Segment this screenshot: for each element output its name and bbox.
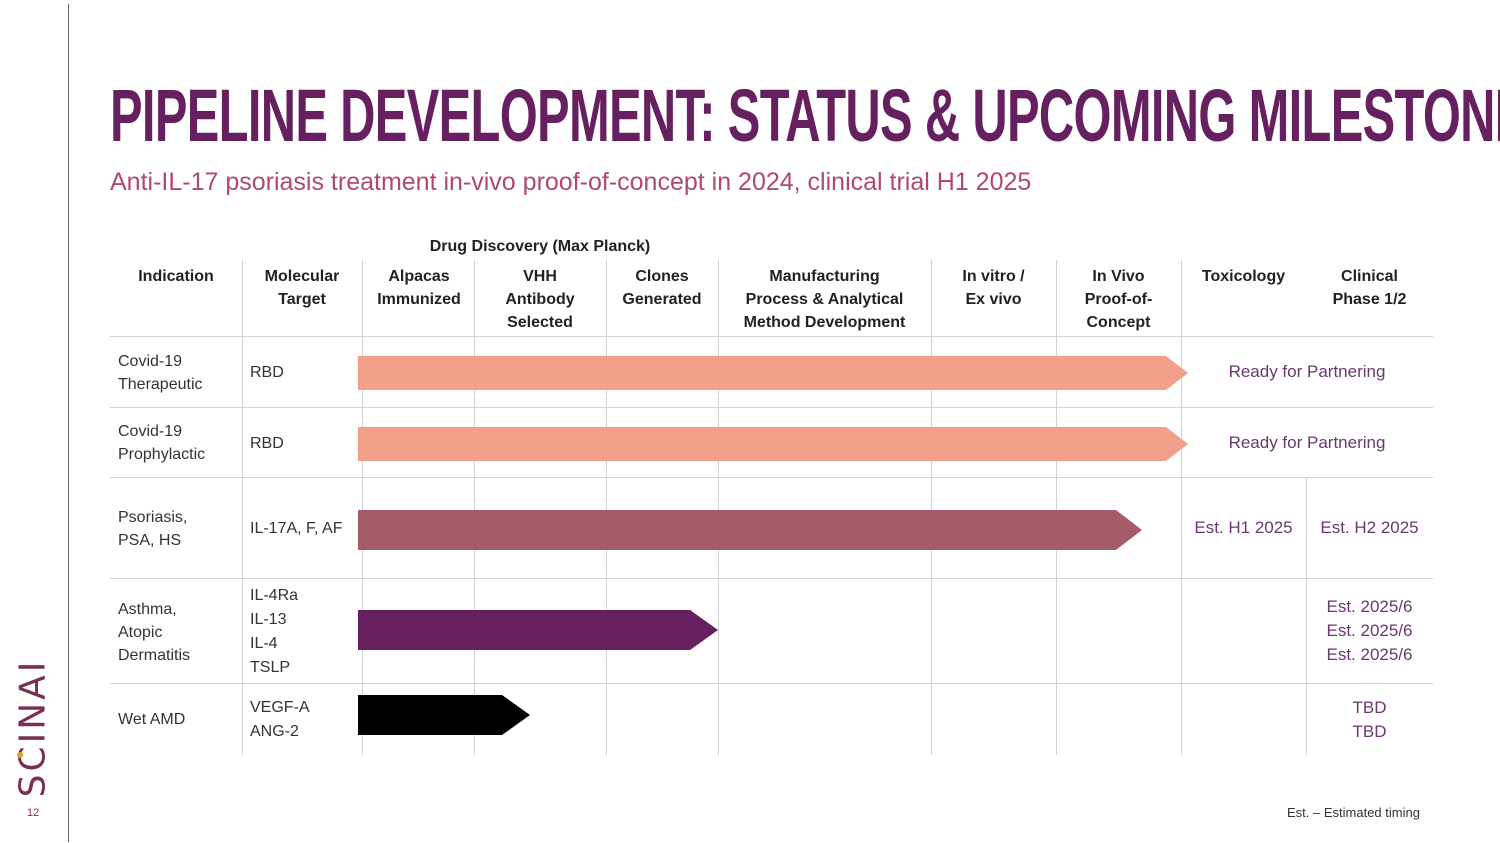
scinai-logo: SCINAI: [13, 658, 54, 797]
footnote: Est. – Estimated timing: [1287, 805, 1420, 820]
logo-text: SCINAI: [12, 658, 54, 797]
row-1-indication: Covid-19 Therapeutic: [118, 353, 203, 393]
page-title: PIPELINE DEVELOPMENT: STATUS & UPCOMING …: [110, 74, 1500, 157]
row-2-target: RBD: [250, 435, 284, 452]
page-subtitle: Anti-IL-17 psoriasis treatment in-vivo p…: [110, 168, 1032, 196]
column-header-clones-generated: Clones Generated: [622, 268, 702, 308]
row-1-target: RBD: [250, 364, 284, 381]
column-header-vhh-antibody: VHH Antibody Selected: [505, 268, 575, 331]
row-3-target: IL-17A, F, AF: [250, 520, 343, 537]
column-header-molecular-target: Molecular Target: [264, 268, 340, 308]
row-5-indication: Wet AMD: [118, 711, 186, 728]
row-2-indication: Covid-19 Prophylactic: [118, 423, 206, 463]
row-5-target: VEGF-A ANG-2: [250, 699, 310, 740]
row-3-indication: Psoriasis, PSA, HS: [118, 509, 188, 549]
column-header-indication: Indication: [138, 268, 214, 285]
row-3-clinical: Est. H2 2025: [1320, 518, 1419, 537]
page-number: 12: [27, 807, 40, 819]
row-5-clinical: TBD TBD: [1352, 698, 1387, 741]
row-2-progress-arrow: [358, 427, 1188, 461]
column-header-alpacas-immunized: Alpacas Immunized: [377, 268, 461, 308]
row-4-target: IL-4Ra IL-13 IL-4 TSLP: [250, 587, 299, 676]
row-4-indication: Asthma, Atopic Dermatitis: [118, 601, 191, 664]
row-2-status: Ready for Partnering: [1228, 433, 1386, 452]
column-header-manufacturing: Manufacturing Process & Analytical Metho…: [743, 268, 906, 331]
column-header-toxicology: Toxicology: [1201, 268, 1286, 285]
column-header-in-vivo: In Vivo Proof-of- Concept: [1084, 268, 1153, 331]
row-1-progress-arrow: [358, 356, 1188, 390]
row-3-progress-arrow: [358, 510, 1142, 550]
row-4-progress-arrow: [358, 610, 718, 650]
column-header-clinical: Clinical Phase 1/2: [1332, 268, 1407, 308]
row-1-status: Ready for Partnering: [1228, 362, 1386, 381]
group-header-drug-discovery: Drug Discovery (Max Planck): [429, 238, 651, 255]
row-5-progress-arrow: [358, 695, 530, 735]
row-3-toxicology: Est. H1 2025: [1194, 518, 1293, 537]
column-header-in-vitro: In vitro / Ex vivo: [962, 268, 1025, 308]
row-4-clinical: Est. 2025/6 Est. 2025/6 Est. 2025/6: [1326, 597, 1413, 664]
left-divider: [68, 4, 69, 842]
logo-dot: [17, 752, 23, 758]
